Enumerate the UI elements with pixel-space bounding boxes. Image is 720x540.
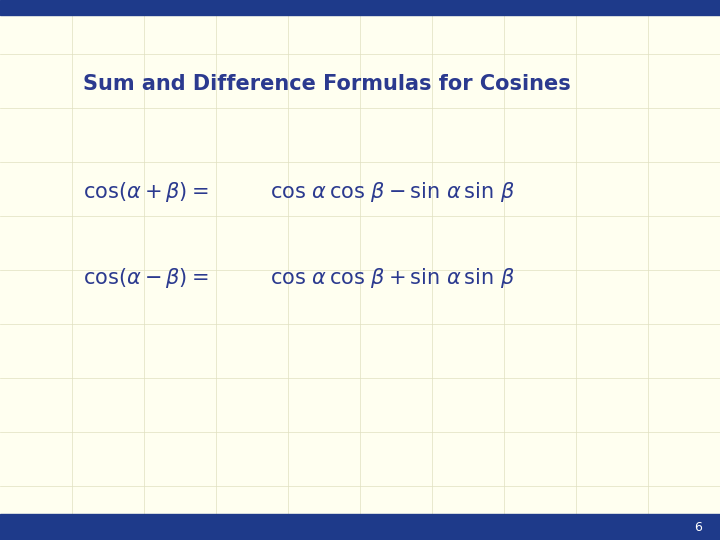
- Text: $\cos(\alpha + \beta) =$: $\cos(\alpha + \beta) =$: [83, 180, 208, 204]
- Text: 6: 6: [694, 521, 702, 534]
- Text: $\cos(\alpha - \beta) =$: $\cos(\alpha - \beta) =$: [83, 266, 208, 290]
- Bar: [0, 514, 720, 540]
- Text: $\cos\,\alpha\,\cos\,\beta - \sin\,\alpha\,\sin\,\beta$: $\cos\,\alpha\,\cos\,\beta - \sin\,\alph…: [270, 180, 515, 204]
- Text: $\cos\,\alpha\,\cos\,\beta + \sin\,\alpha\,\sin\,\beta$: $\cos\,\alpha\,\cos\,\beta + \sin\,\alph…: [270, 266, 515, 290]
- Bar: [0, 0, 720, 15]
- Text: Sum and Difference Formulas for Cosines: Sum and Difference Formulas for Cosines: [83, 73, 570, 94]
